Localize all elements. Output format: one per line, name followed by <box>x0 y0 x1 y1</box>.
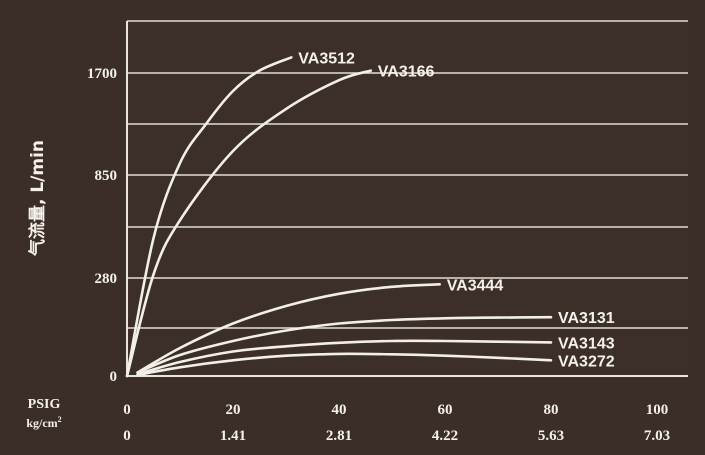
x-tick-label-kgcm2: 5.63 <box>538 428 564 444</box>
series-line-va3166 <box>125 69 373 378</box>
x-tick-label-psig: 40 <box>332 402 347 418</box>
x-unit-kgcm2-sup: 2 <box>58 415 62 424</box>
series-label-va3512: VA3512 <box>298 50 355 67</box>
x-tick-label-psig: 80 <box>544 402 559 418</box>
series-line-va3131 <box>136 315 553 374</box>
series-label-va3143: VA3143 <box>558 335 615 352</box>
y-tick-labels: 0 280 850 1700 <box>87 66 117 385</box>
y-tick-label: 1700 <box>87 66 117 82</box>
grid-lines <box>127 20 688 329</box>
series-label-va3272: VA3272 <box>558 353 615 370</box>
x-tick-label-kgcm2: 7.03 <box>644 428 670 444</box>
series-line-va3143 <box>136 339 553 376</box>
x-tick-label-psig: 20 <box>226 402 241 418</box>
x-unit-kgcm2-base: kg/cm <box>26 416 57 430</box>
x-tick-label-kgcm2: 2.81 <box>326 428 352 444</box>
y-tick-label: 0 <box>110 369 118 385</box>
x-tick-label-psig: 100 <box>646 402 669 418</box>
series-lines <box>125 56 553 378</box>
series-label-va3166: VA3166 <box>378 64 435 81</box>
x-tick-label-kgcm2: 0 <box>123 428 131 444</box>
x-unit-kgcm2: kg/cm2 <box>26 415 61 430</box>
series-line-va3444 <box>136 283 441 374</box>
x-tick-labels-psig: 0 20 40 60 80 100 <box>123 402 668 418</box>
y-axis-label: 气流量, L/min <box>27 140 48 257</box>
x-tick-label-kgcm2: 1.41 <box>220 428 246 444</box>
x-tick-label-kgcm2: 4.22 <box>432 428 458 444</box>
x-tick-label-psig: 0 <box>123 402 131 418</box>
x-tick-labels-kgcm2: 0 1.41 2.81 4.22 5.63 7.03 <box>123 428 670 444</box>
x-unit-psig: PSIG <box>28 397 61 412</box>
series-label-va3131: VA3131 <box>558 310 615 327</box>
series-line-va3512 <box>125 56 293 378</box>
y-tick-label: 850 <box>95 168 118 184</box>
x-tick-label-psig: 60 <box>438 402 453 418</box>
y-tick-label: 280 <box>95 271 118 287</box>
plot-area <box>127 21 688 376</box>
series-line-va3272 <box>136 352 553 377</box>
series-label-va3444: VA3444 <box>447 277 504 294</box>
